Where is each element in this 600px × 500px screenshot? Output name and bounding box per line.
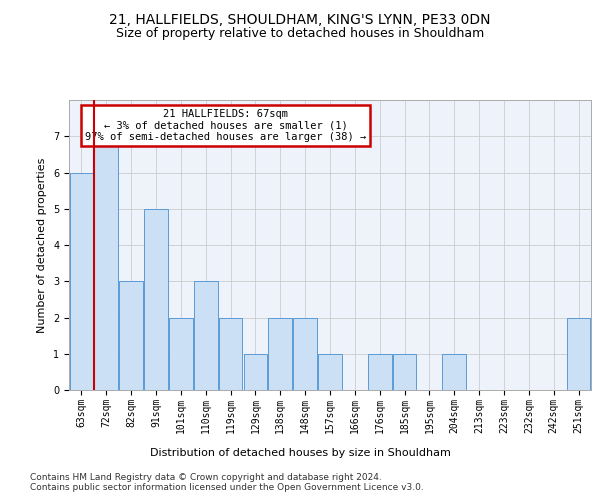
Bar: [393, 354, 416, 390]
Text: Distribution of detached houses by size in Shouldham: Distribution of detached houses by size …: [149, 448, 451, 458]
Bar: [244, 354, 267, 390]
Text: 21, HALLFIELDS, SHOULDHAM, KING'S LYNN, PE33 0DN: 21, HALLFIELDS, SHOULDHAM, KING'S LYNN, …: [109, 12, 491, 26]
Bar: [94, 136, 118, 390]
Bar: [169, 318, 193, 390]
Bar: [219, 318, 242, 390]
Y-axis label: Number of detached properties: Number of detached properties: [37, 158, 47, 332]
Bar: [70, 172, 93, 390]
Text: Contains public sector information licensed under the Open Government Licence v3: Contains public sector information licen…: [30, 484, 424, 492]
Text: 21 HALLFIELDS: 67sqm
← 3% of detached houses are smaller (1)
97% of semi-detache: 21 HALLFIELDS: 67sqm ← 3% of detached ho…: [85, 108, 366, 142]
Bar: [318, 354, 342, 390]
Bar: [119, 281, 143, 390]
Bar: [144, 209, 168, 390]
Bar: [368, 354, 392, 390]
Text: Size of property relative to detached houses in Shouldham: Size of property relative to detached ho…: [116, 28, 484, 40]
Bar: [194, 281, 218, 390]
Text: Contains HM Land Registry data © Crown copyright and database right 2024.: Contains HM Land Registry data © Crown c…: [30, 474, 382, 482]
Bar: [293, 318, 317, 390]
Bar: [442, 354, 466, 390]
Bar: [567, 318, 590, 390]
Bar: [268, 318, 292, 390]
